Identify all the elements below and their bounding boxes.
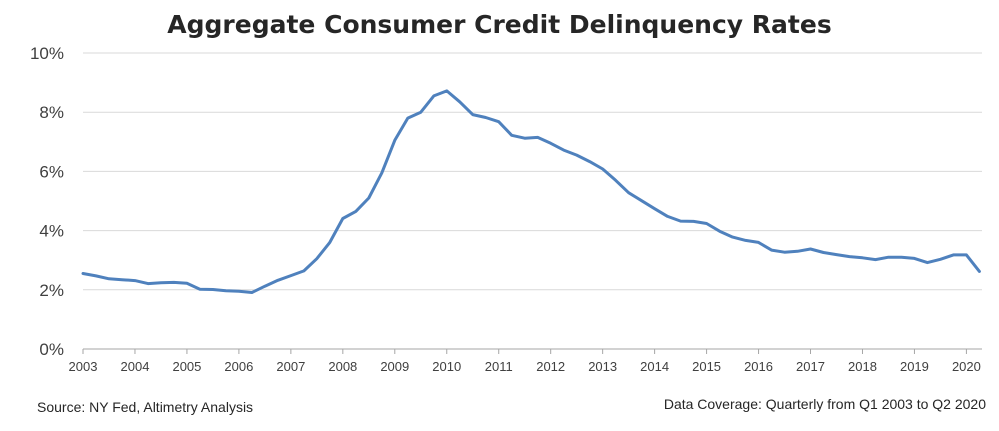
series-line-delinquency — [81, 89, 981, 294]
x-tick-label: 2007 — [276, 359, 305, 374]
x-tick-label: 2011 — [485, 359, 513, 374]
y-tick-label: 10% — [30, 44, 64, 63]
y-tick-label: 2% — [39, 281, 64, 300]
x-tick-label: 2017 — [796, 359, 825, 374]
y-tick-label: 6% — [39, 162, 64, 181]
x-tick-label: 2004 — [121, 359, 150, 374]
x-tick-label: 2015 — [692, 359, 721, 374]
x-axis-ticks: 2003 2004 2005 2006 2007 2008 2009 2010 2011 2012… — [69, 349, 981, 374]
x-tick-label: 2009 — [380, 359, 409, 374]
x-tick-label: 2010 — [432, 359, 461, 374]
gridlines — [83, 52, 982, 291]
x-tick-label: 2005 — [172, 359, 201, 374]
x-tick-label: 2014 — [640, 359, 669, 374]
x-tick-label: 2018 — [848, 359, 877, 374]
coverage-note: Data Coverage: Quarterly from Q1 2003 to… — [663, 396, 986, 412]
y-tick-label: 8% — [39, 103, 64, 122]
x-tick-label: 2008 — [328, 359, 357, 374]
y-tick-label: 0% — [39, 340, 64, 359]
source-note: Source: NY Fed, Altimetry Analysis — [37, 399, 254, 415]
y-axis-ticks: 0% 2% 4% 6% 8% 10% — [30, 44, 64, 359]
x-tick-label: 2003 — [69, 359, 98, 374]
y-tick-label: 4% — [39, 222, 64, 241]
chart-title: Aggregate Consumer Credit Delinquency Ra… — [167, 10, 832, 39]
x-tick-label: 2012 — [536, 359, 565, 374]
x-tick-label: 2019 — [900, 359, 929, 374]
x-tick-label: 2013 — [588, 359, 617, 374]
x-tick-label: 2016 — [744, 359, 773, 374]
x-tick-label: 2020 — [952, 359, 981, 374]
x-tick-label: 2006 — [224, 359, 253, 374]
